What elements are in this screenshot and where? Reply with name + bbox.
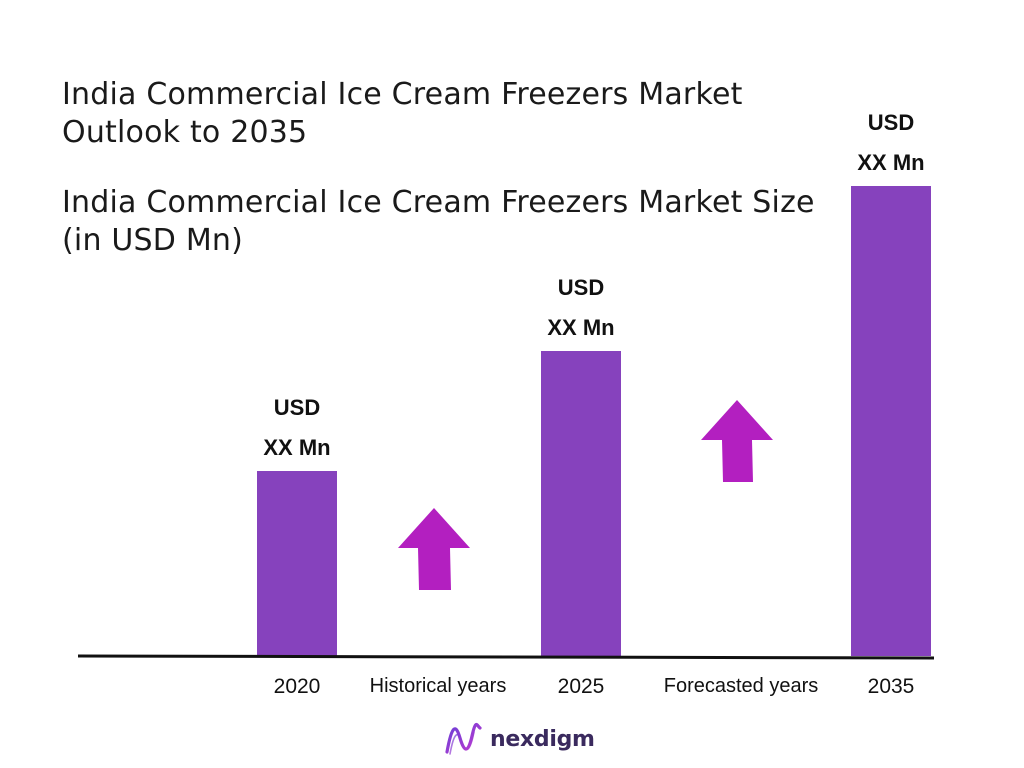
page-title: India Commercial Ice Cream Freezers Mark… [62, 77, 743, 150]
period-label: Historical years [370, 675, 507, 697]
growth-arrow-icon [398, 508, 470, 590]
brand-logo: nexdigm [444, 722, 595, 756]
bar-value-label: USD [274, 395, 320, 420]
bar-2025 [541, 351, 621, 656]
bar-value-label: XX Mn [547, 315, 614, 340]
nexdigm-wave-icon [445, 722, 482, 755]
chart-title: India Commercial Ice Cream Freezers Mark… [62, 185, 815, 258]
bar-value-label: USD [558, 275, 604, 300]
bar-value-label: USD [868, 110, 914, 135]
x-tick-label: 2020 [274, 675, 321, 698]
logo-text: nexdigm [490, 726, 595, 752]
bar-2020 [257, 471, 337, 656]
bar-value-label: XX Mn [857, 150, 924, 175]
x-tick-label: 2025 [558, 675, 605, 698]
bar-2035 [851, 186, 931, 656]
bar-value-label: XX Mn [263, 435, 330, 460]
x-axis-line [77, 654, 935, 660]
x-tick-label: 2035 [868, 675, 915, 698]
growth-arrow-icon [701, 400, 773, 482]
period-label: Forecasted years [664, 675, 819, 697]
